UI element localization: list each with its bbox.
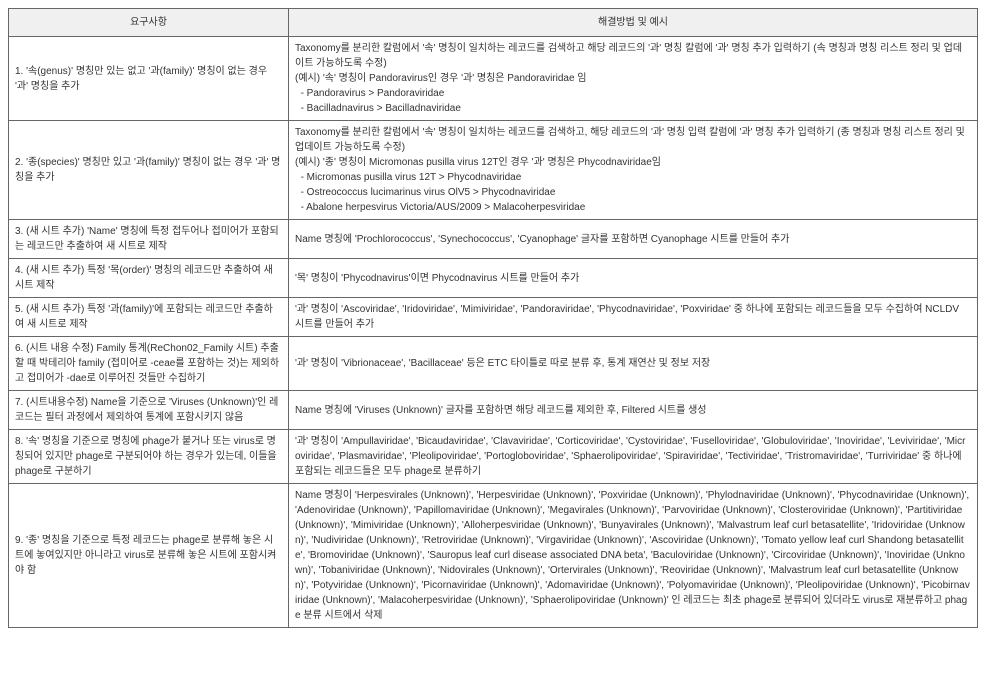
requirement-cell: 6. (시트 내용 수정) Family 통계(ReChon02_Family … [9, 337, 289, 391]
requirement-cell: 9. '종' 명칭을 기준으로 특정 레코드는 phage로 분류해 놓은 시트… [9, 484, 289, 628]
requirement-cell: 1. '속(genus)' 명칭만 있는 없고 '과(family)' 명칭이 … [9, 37, 289, 121]
table-row: 6. (시트 내용 수정) Family 통계(ReChon02_Family … [9, 337, 978, 391]
requirement-cell: 5. (새 시트 추가) 특정 '과(family)'에 포함되는 레코드만 추… [9, 298, 289, 337]
requirement-cell: 4. (새 시트 추가) 특정 '목(order)' 명칭의 레코드만 추출하여… [9, 259, 289, 298]
requirement-cell: 7. (시트내용수정) Name을 기준으로 'Viruses (Unknown… [9, 391, 289, 430]
solution-cell: Taxonomy를 분리한 칼럼에서 '속' 명칭이 일치하는 레코드를 검색하… [289, 37, 978, 121]
table-row: 2. '종(species)' 명칭만 있고 '과(family)' 명칭이 없… [9, 121, 978, 220]
table-row: 7. (시트내용수정) Name을 기준으로 'Viruses (Unknown… [9, 391, 978, 430]
table-row: 1. '속(genus)' 명칭만 있는 없고 '과(family)' 명칭이 … [9, 37, 978, 121]
table-row: 4. (새 시트 추가) 특정 '목(order)' 명칭의 레코드만 추출하여… [9, 259, 978, 298]
table-row: 9. '종' 명칭을 기준으로 특정 레코드는 phage로 분류해 놓은 시트… [9, 484, 978, 628]
col-header-requirement: 요구사항 [9, 9, 289, 37]
solution-cell: '목' 명칭이 'Phycodnavirus'이면 Phycodnavirus … [289, 259, 978, 298]
table-row: 5. (새 시트 추가) 특정 '과(family)'에 포함되는 레코드만 추… [9, 298, 978, 337]
table-header-row: 요구사항 해결방법 및 예시 [9, 9, 978, 37]
solution-cell: Name 명칭에 'Viruses (Unknown)' 글자를 포함하면 해당… [289, 391, 978, 430]
col-header-solution: 해결방법 및 예시 [289, 9, 978, 37]
solution-cell: '과' 명칭이 'Ascoviridae', 'Iridoviridae', '… [289, 298, 978, 337]
requirements-table: 요구사항 해결방법 및 예시 1. '속(genus)' 명칭만 있는 없고 '… [8, 8, 978, 628]
requirement-cell: 2. '종(species)' 명칭만 있고 '과(family)' 명칭이 없… [9, 121, 289, 220]
solution-cell: '과' 명칭이 'Vibrionaceae', 'Bacillaceae' 등은… [289, 337, 978, 391]
requirement-cell: 8. '속' 명칭을 기준으로 명칭에 phage가 붙거나 또는 virus로… [9, 430, 289, 484]
solution-cell: Taxonomy를 분리한 칼럼에서 '속' 명칭이 일치하는 레코드를 검색하… [289, 121, 978, 220]
table-row: 8. '속' 명칭을 기준으로 명칭에 phage가 붙거나 또는 virus로… [9, 430, 978, 484]
solution-cell: Name 명칭이 'Herpesvirales (Unknown)', 'Her… [289, 484, 978, 628]
requirement-cell: 3. (새 시트 추가) 'Name' 명칭에 특정 접두어나 접미어가 포함되… [9, 220, 289, 259]
solution-cell: Name 명칭에 'Prochlorococcus', 'Synechococc… [289, 220, 978, 259]
solution-cell: '과' 명칭이 'Ampullaviridae', 'Bicaudavirida… [289, 430, 978, 484]
table-row: 3. (새 시트 추가) 'Name' 명칭에 특정 접두어나 접미어가 포함되… [9, 220, 978, 259]
